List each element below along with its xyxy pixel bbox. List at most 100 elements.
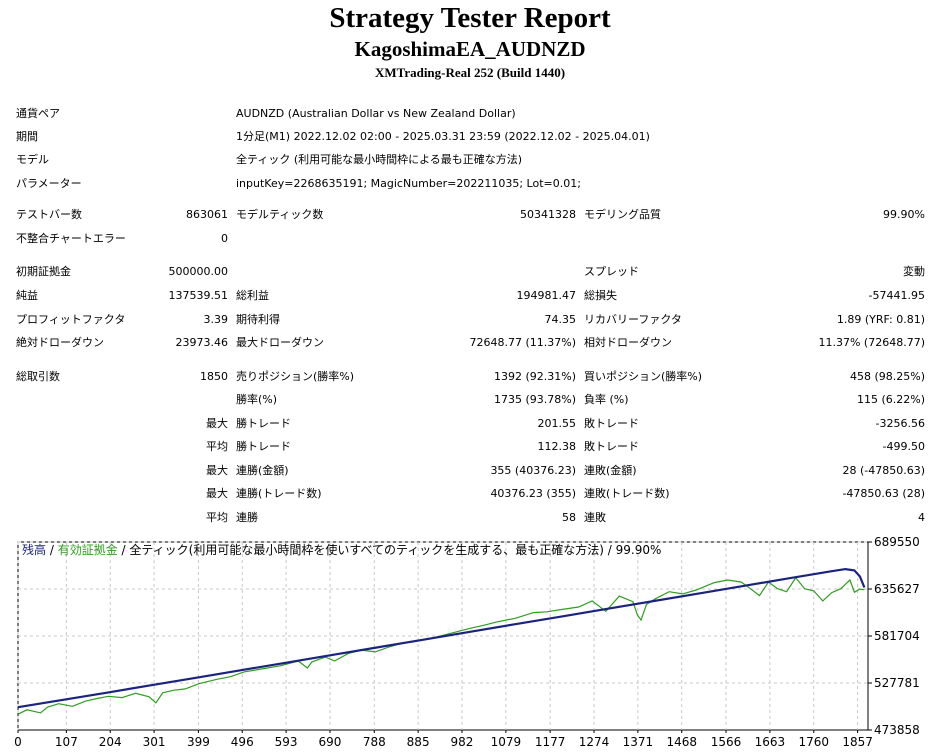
x-tick-label: 593 [275, 735, 298, 749]
long-label: 買いポジション(勝率%) [584, 370, 703, 383]
x-tick-label: 399 [187, 735, 210, 749]
max-cons-losses-label: 連敗(金額) [584, 464, 637, 477]
max-cons-losses-value: 28 (-47850.63) [842, 464, 925, 477]
avg-cons-prefix: 平均 [206, 511, 228, 524]
max-cons-wins-label: 連勝(金額) [236, 464, 289, 477]
loss-rate-label: 負率 (%) [584, 393, 629, 406]
legend-balance: 残高 [22, 542, 46, 557]
max-dd-label: 最大ドローダウン [236, 336, 324, 349]
avg-loss-label: 敗トレード [584, 440, 639, 453]
pf-value: 3.39 [203, 313, 229, 326]
largest-loss-label: 敗トレード [584, 417, 639, 430]
mismatch-label: 不整合チャートエラー [16, 232, 126, 245]
max-cons-loss-label: 連敗(トレード数) [584, 487, 670, 500]
server-name: XMTrading-Real 252 (Build 1440) [374, 65, 566, 80]
symbol-label: 通貨ペア [16, 107, 60, 120]
chart-legend: 残高 / 有効証拠金 / 全ティック(利用可能な最小時間枠を使いすべてのティック… [22, 542, 661, 557]
balance-line [17, 567, 866, 709]
max-cons-profit-label: 連勝(トレード数) [236, 487, 322, 500]
gross-loss-label: 総損失 [584, 289, 617, 302]
symbol-value: AUDNZD (Australian Dollar vs New Zealand… [236, 107, 516, 120]
max-dd-value: 72648.77 (11.37%) [469, 336, 576, 349]
quality-label: モデリング品質 [584, 208, 661, 221]
x-tick-label: 1857 [842, 735, 873, 749]
x-tick-label: 496 [231, 735, 254, 749]
avg-win-label: 勝トレード [236, 440, 291, 453]
x-tick-label: 204 [99, 735, 122, 749]
legend-description: / 全ティック(利用可能な最小時間枠を使いすべてのティックを生成する、最も正確な… [118, 542, 662, 557]
ticks-label: モデルティック数 [236, 208, 324, 221]
rel-dd-label: 相対ドローダウン [584, 336, 672, 349]
max-cons-wins-value: 355 (40376.23) [490, 464, 576, 477]
period-value: 1分足(M1) 2022.12.02 02:00 - 2025.03.31 23… [236, 130, 650, 143]
legend-equity: 有効証拠金 [58, 542, 118, 557]
x-tick-label: 1177 [535, 735, 566, 749]
x-tick-label: 1274 [579, 735, 610, 749]
bars-label: テストバー数 [16, 208, 82, 221]
abs-dd-label: 絶対ドローダウン [16, 336, 104, 349]
ea-name: KagoshimaEA_AUDNZD [354, 37, 586, 61]
recovery-label: リカバリーファクタ [584, 313, 682, 326]
max-cons2-prefix: 最大 [206, 487, 228, 500]
avg-cons-wins-label: 連勝 [236, 511, 258, 524]
x-tick-label: 107 [55, 735, 78, 749]
avg-win-value: 112.38 [537, 440, 577, 453]
params-label: パラメーター [16, 177, 82, 190]
gross-loss-value: -57441.95 [868, 289, 925, 302]
y-tick-label: 527781 [874, 676, 920, 690]
net-value: 137539.51 [168, 289, 229, 302]
y-tick-label: 689550 [874, 536, 920, 549]
report-title: Strategy Tester Report [329, 2, 611, 34]
win-rate-label: 勝率(%) [236, 393, 278, 406]
short-label: 売りポジション(勝率%) [236, 370, 355, 383]
largest-loss-value: -3256.56 [875, 417, 925, 430]
x-tick-label: 1566 [711, 735, 742, 749]
gross-profit-label: 総利益 [236, 289, 269, 302]
max-cons-profit-value: 40376.23 (355) [490, 487, 576, 500]
rel-dd-value: 11.37% (72648.77) [818, 336, 925, 349]
largest-prefix: 最大 [206, 417, 228, 430]
max-cons-prefix: 最大 [206, 464, 228, 477]
loss-rate-value: 115 (6.22%) [856, 393, 925, 406]
model-value: 全ティック (利用可能な最小時間枠による最も正確な方法) [236, 153, 523, 166]
trades-value: 1850 [200, 370, 228, 383]
model-label: モデル [16, 153, 49, 166]
trades-label: 総取引数 [16, 370, 60, 383]
abs-dd-value: 23973.46 [175, 336, 229, 349]
bars-value: 863061 [186, 208, 228, 221]
mismatch-value: 0 [221, 232, 228, 245]
avg-cons-wins-value: 58 [562, 511, 576, 524]
y-tick-label: 581704 [874, 629, 920, 643]
win-rate-value: 1735 (93.78%) [493, 393, 576, 406]
short-value: 1392 (92.31%) [493, 370, 576, 383]
x-tick-label: 1468 [666, 735, 697, 749]
period-label: 期間 [16, 130, 38, 143]
expected-label: 期待利得 [236, 313, 280, 326]
x-tick-label: 1371 [623, 735, 654, 749]
avg-loss-value: -499.50 [882, 440, 925, 453]
pf-label: プロフィットファクタ [16, 313, 126, 326]
avg-prefix: 平均 [206, 440, 228, 453]
x-tick-label: 0 [14, 735, 22, 749]
ticks-value: 50341328 [520, 208, 576, 221]
y-tick-label: 473858 [874, 723, 920, 737]
spread-value: 変動 [903, 265, 925, 278]
x-tick-label: 301 [143, 735, 166, 749]
params-value: inputKey=2268635191; MagicNumber=2022110… [236, 177, 581, 190]
recovery-value: 1.89 (YRF: 0.81) [836, 313, 925, 326]
x-tick-label: 885 [407, 735, 430, 749]
legend-separator: / [46, 543, 58, 557]
x-tick-label: 788 [363, 735, 386, 749]
largest-win-value: 201.55 [537, 417, 577, 430]
avg-cons-losses-label: 連敗 [584, 511, 606, 524]
max-cons-loss-value: -47850.63 (28) [842, 487, 925, 500]
y-tick-label: 635627 [874, 582, 920, 596]
x-tick-label: 1079 [491, 735, 522, 749]
gross-profit-value: 194981.47 [516, 289, 577, 302]
x-tick-label: 1663 [755, 735, 786, 749]
deposit-value: 500000.00 [168, 265, 229, 278]
balance-chart: 689550 635627 581704 527781 473858 0 107 204 301… [14, 536, 920, 749]
x-tick-label: 982 [451, 735, 474, 749]
x-tick-label: 1760 [798, 735, 829, 749]
expected-value: 74.35 [544, 313, 577, 326]
